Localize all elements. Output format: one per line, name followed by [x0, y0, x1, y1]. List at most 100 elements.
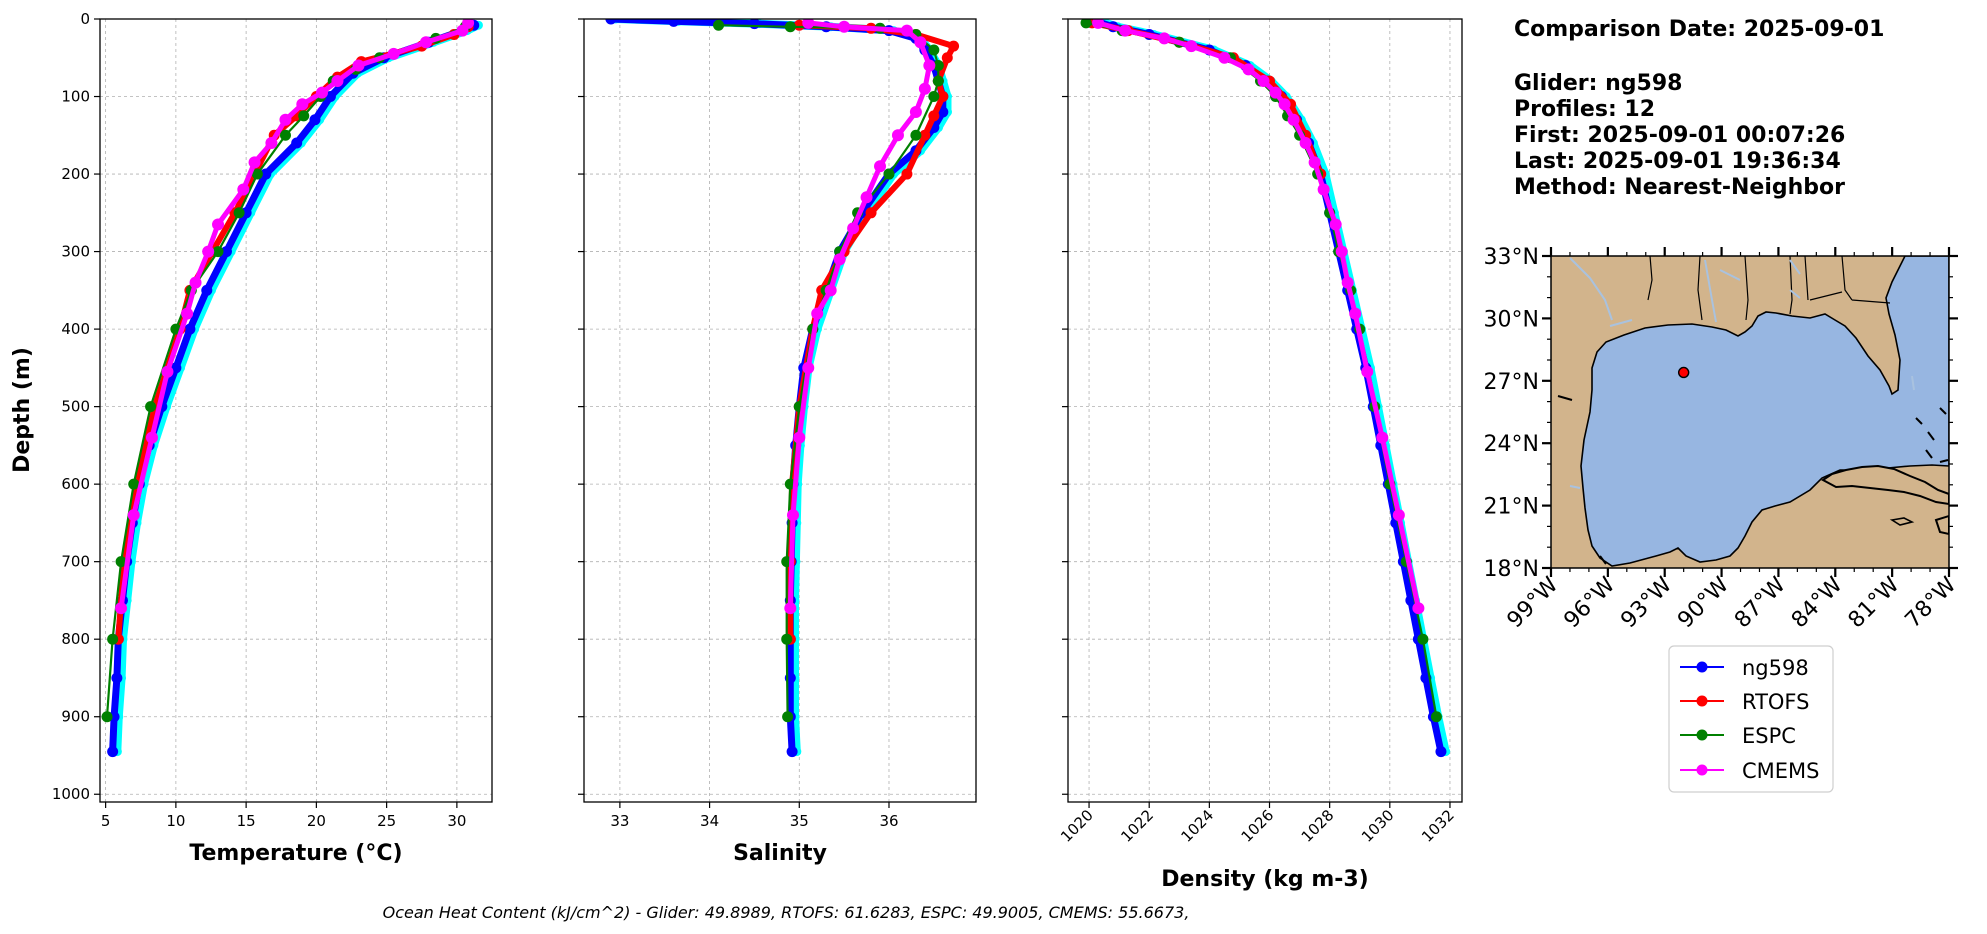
salinity-point-espc	[784, 21, 796, 33]
salinity-point-cmems	[909, 106, 922, 119]
depth-tick-label-900: 900	[61, 708, 90, 726]
salinity-series-cmems	[784, 19, 936, 615]
density-tick-label-1026: 1026	[1238, 806, 1278, 846]
temperature-point-cmems	[419, 36, 432, 49]
temperature-line-cmems	[118, 20, 471, 611]
salinity-point-ng598	[786, 746, 798, 758]
temperature-panel: 0 100 200 300 400 500 600 700 800 900 1000 5 10 15 20 2…	[52, 10, 493, 830]
density-point-cmems	[1269, 86, 1282, 99]
salinity-x-ticks: 33 34 35 36	[610, 802, 899, 830]
location-map: 99°W96°W93°W90°W87°W84°W81°W78°W18°N21°N…	[1484, 245, 1962, 633]
map-lat-label: 33°N	[1484, 245, 1539, 270]
salinity-point-espc	[781, 633, 793, 645]
map-lat-label: 24°N	[1484, 432, 1539, 457]
map-frame	[1550, 255, 1950, 569]
method-text: Method: Nearest-Neighbor	[1514, 175, 1845, 200]
salinity-series-espc	[713, 19, 944, 723]
salinity-tick-label-33: 33	[610, 812, 629, 830]
salinity-point-espc	[932, 60, 944, 72]
salinity-point-rtofs	[919, 129, 931, 141]
salinity-series-ng598	[605, 19, 949, 758]
gulf-of-mexico-water	[1580, 256, 1949, 567]
salinity-point-ng598	[605, 19, 617, 25]
temperature-point-ng598	[309, 114, 321, 126]
temperature-point-cmems	[161, 365, 174, 378]
salinity-y-ticks	[578, 18, 584, 795]
depth-tick-label-0: 0	[80, 10, 90, 28]
salinity-point-rtofs	[865, 207, 877, 219]
salinity-point-espc	[782, 711, 794, 723]
temperature-tick-label-30: 30	[447, 812, 466, 830]
salinity-panel: 33 34 35 36	[578, 18, 977, 830]
temperature-point-ng598	[201, 284, 213, 296]
density-series-ng598	[1083, 19, 1447, 758]
salinity-point-espc	[883, 168, 895, 180]
temperature-point-espc	[212, 246, 224, 258]
mexico-coast-detail	[1557, 395, 1607, 565]
density-point-espc	[1417, 633, 1429, 645]
density-point-cmems	[1317, 183, 1330, 196]
temperature-point-cmems	[181, 307, 194, 320]
map-lon-label: 87°W	[1730, 572, 1791, 633]
density-point-cmems	[1158, 32, 1171, 45]
map-lon-label: 78°W	[1901, 572, 1962, 633]
salinity-point-rtofs	[928, 110, 940, 122]
salinity-point-cmems	[811, 307, 824, 320]
density-point-cmems	[1349, 307, 1362, 320]
salinity-point-espc	[910, 129, 922, 141]
depth-tick-label-400: 400	[61, 320, 90, 338]
temperature-point-espc	[128, 478, 140, 490]
density-series-espc	[1080, 19, 1442, 723]
bahamas-islands	[1915, 407, 1949, 463]
legend-entry-rtofs: RTOFS	[1680, 690, 1809, 714]
temperature-point-cmems	[315, 86, 328, 99]
temperature-point-cmems	[387, 47, 400, 60]
temperature-point-cmems	[456, 24, 469, 37]
density-tick-label-1024: 1024	[1177, 806, 1217, 846]
depth-tick-label-200: 200	[61, 165, 90, 183]
density-point-cmems	[1376, 431, 1389, 444]
legend: ng598 RTOFS ESPC CMEMS	[1668, 645, 1834, 793]
salinity-point-cmems	[793, 431, 806, 444]
glider-position-marker	[1677, 366, 1690, 379]
temperature-point-espc	[251, 168, 263, 180]
depth-axis-label: Depth (m)	[10, 347, 35, 473]
legend-label-cmems: CMEMS	[1742, 759, 1820, 783]
salinity-point-rtofs	[937, 91, 949, 103]
depth-tick-label-1000: 1000	[52, 785, 90, 803]
salinity-line-cmems	[787, 20, 932, 611]
hispaniola-island	[1934, 514, 1949, 536]
salinity-line-ng598	[607, 19, 947, 756]
temperature-point-cmems	[279, 113, 292, 126]
temperature-point-cmems	[202, 245, 215, 258]
salinity-series-ng598-spread	[611, 19, 953, 757]
temperature-point-espc	[233, 207, 245, 219]
salinity-point-rtofs	[948, 40, 960, 52]
legend-entry-espc: ESPC	[1680, 724, 1796, 748]
density-line-espc	[1084, 21, 1438, 718]
state-borders	[1647, 256, 1891, 321]
temperature-tick-label-20: 20	[307, 812, 326, 830]
depth-tick-label-300: 300	[61, 243, 90, 261]
rivers	[1569, 257, 1915, 489]
density-point-espc	[1080, 19, 1092, 29]
density-point-cmems	[1341, 276, 1354, 289]
density-point-cmems	[1185, 40, 1198, 53]
density-series-cmems	[1092, 19, 1425, 615]
legend-entry-cmems: CMEMS	[1680, 759, 1820, 783]
salinity-axis-label: Salinity	[733, 841, 827, 866]
map-lon-label: 90°W	[1673, 572, 1734, 633]
salinity-series	[605, 19, 960, 758]
salinity-point-cmems	[787, 509, 800, 522]
density-point-cmems	[1308, 156, 1321, 169]
density-point-cmems	[1335, 245, 1348, 258]
density-line-ng598	[1085, 19, 1445, 756]
temperature-point-espc	[107, 633, 119, 645]
temperature-x-ticks: 5 10 15 20 25 30	[101, 802, 466, 830]
depth-tick-label-100: 100	[61, 88, 90, 106]
temperature-point-espc	[145, 401, 157, 413]
density-point-cmems	[1218, 51, 1231, 64]
density-panel: 1020 1022 1024 1026 1028 1030 1032	[1057, 18, 1463, 846]
density-point-cmems	[1278, 98, 1291, 111]
